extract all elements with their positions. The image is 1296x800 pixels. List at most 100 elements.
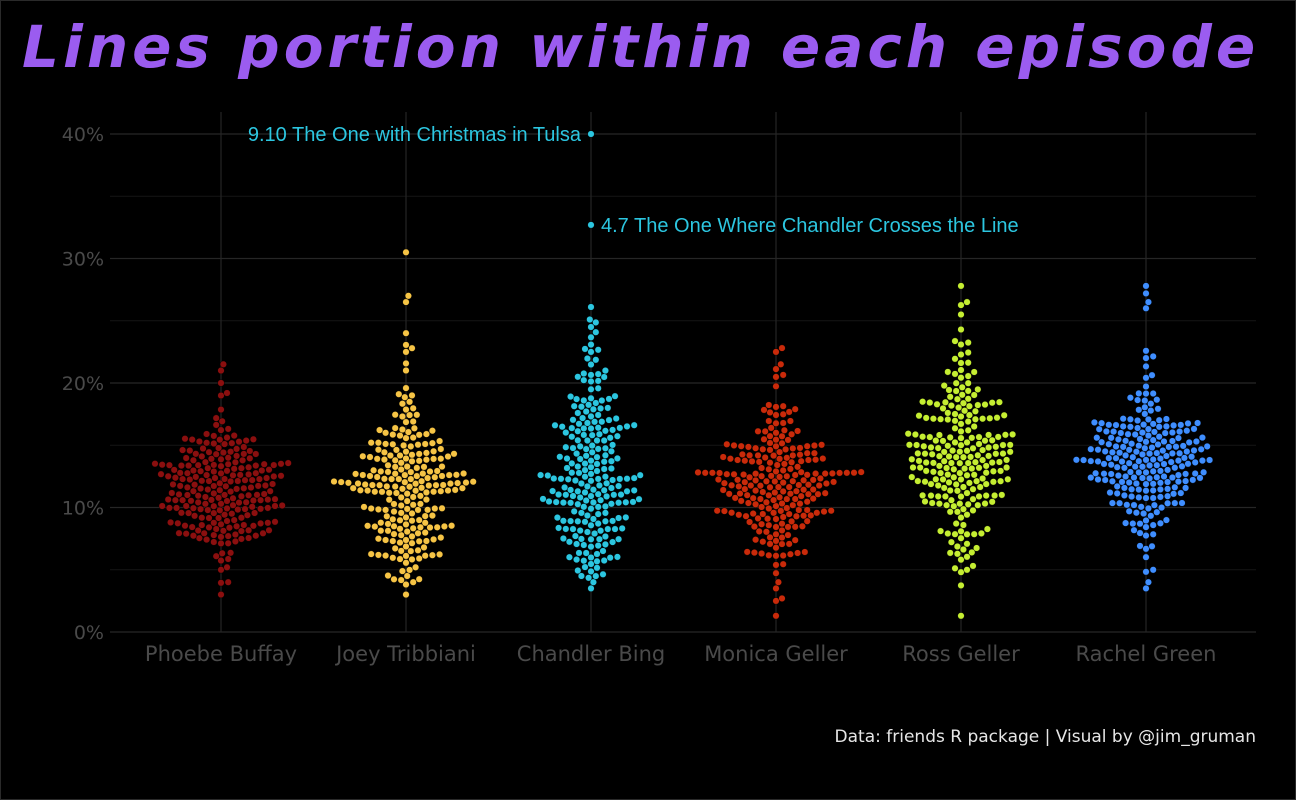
data-point bbox=[601, 540, 609, 548]
data-point bbox=[983, 525, 991, 533]
data-point bbox=[167, 518, 175, 526]
data-point bbox=[961, 407, 969, 415]
data-point bbox=[786, 417, 794, 425]
data-point bbox=[564, 475, 572, 483]
data-point bbox=[766, 483, 774, 491]
data-point bbox=[981, 437, 989, 445]
data-point bbox=[772, 523, 780, 531]
data-point bbox=[210, 461, 218, 469]
data-point bbox=[952, 520, 960, 528]
data-point bbox=[397, 547, 405, 555]
data-point bbox=[957, 301, 965, 309]
data-point bbox=[402, 434, 410, 442]
data-point bbox=[1168, 449, 1176, 457]
data-point bbox=[583, 437, 591, 445]
data-point bbox=[425, 482, 433, 490]
data-point bbox=[981, 401, 989, 409]
data-point bbox=[932, 437, 940, 445]
data-point bbox=[217, 520, 225, 528]
data-point bbox=[404, 428, 412, 436]
data-point bbox=[772, 561, 780, 569]
data-point bbox=[809, 486, 817, 494]
data-point bbox=[1156, 519, 1164, 527]
data-point bbox=[204, 464, 212, 472]
data-point bbox=[1176, 428, 1184, 436]
data-point bbox=[158, 502, 166, 510]
data-point bbox=[1112, 421, 1120, 429]
data-point bbox=[607, 484, 615, 492]
data-point bbox=[587, 470, 595, 478]
data-point bbox=[750, 523, 758, 531]
data-point bbox=[992, 450, 1000, 458]
data-point bbox=[830, 478, 838, 486]
data-point bbox=[403, 463, 411, 471]
data-point bbox=[594, 370, 602, 378]
data-point bbox=[402, 536, 410, 544]
annotations: 9.10 The One with Christmas in Tulsa 4.7 … bbox=[248, 124, 1019, 237]
data-point bbox=[397, 531, 405, 539]
data-point bbox=[719, 453, 727, 461]
data-point bbox=[822, 480, 830, 488]
data-point bbox=[1150, 501, 1158, 509]
data-point bbox=[418, 477, 426, 485]
data-point bbox=[269, 480, 277, 488]
data-point bbox=[785, 408, 793, 416]
data-point bbox=[183, 469, 191, 477]
data-point bbox=[792, 512, 800, 520]
data-point bbox=[1178, 499, 1186, 507]
data-point bbox=[1206, 456, 1214, 464]
data-point bbox=[765, 465, 773, 473]
data-point bbox=[922, 459, 930, 467]
data-point bbox=[738, 450, 746, 458]
data-point bbox=[277, 472, 285, 480]
data-point bbox=[559, 535, 567, 543]
data-point bbox=[194, 461, 202, 469]
data-point bbox=[559, 499, 567, 507]
data-point bbox=[630, 486, 638, 494]
data-point bbox=[237, 535, 245, 543]
data-point bbox=[252, 450, 260, 458]
data-point bbox=[191, 512, 199, 520]
data-point bbox=[402, 552, 410, 560]
data-point bbox=[970, 423, 978, 431]
data-point bbox=[604, 525, 612, 533]
data-point bbox=[965, 402, 973, 410]
data-point bbox=[257, 496, 265, 504]
data-point bbox=[789, 477, 797, 485]
data-point bbox=[777, 360, 785, 368]
data-point bbox=[772, 537, 780, 545]
data-point bbox=[957, 434, 965, 442]
data-point bbox=[430, 455, 438, 463]
data-point bbox=[1131, 463, 1139, 471]
data-point bbox=[594, 384, 602, 392]
data-point bbox=[408, 539, 416, 547]
data-point bbox=[574, 500, 582, 508]
data-point bbox=[953, 395, 961, 403]
data-point bbox=[1125, 507, 1133, 515]
data-point bbox=[224, 578, 232, 586]
data-point bbox=[622, 498, 630, 506]
data-point bbox=[975, 440, 983, 448]
data-point bbox=[392, 489, 400, 497]
data-point bbox=[957, 341, 965, 349]
data-point bbox=[772, 467, 780, 475]
data-point bbox=[278, 502, 286, 510]
data-point bbox=[415, 537, 423, 545]
data-point bbox=[963, 511, 971, 519]
data-point bbox=[265, 466, 273, 474]
data-point bbox=[188, 436, 196, 444]
data-point bbox=[601, 473, 609, 481]
data-point bbox=[971, 407, 979, 415]
data-point bbox=[330, 478, 338, 486]
data-point bbox=[426, 468, 434, 476]
data-point bbox=[422, 449, 430, 457]
data-point bbox=[812, 456, 820, 464]
data-point bbox=[210, 440, 218, 448]
data-point bbox=[754, 427, 762, 435]
data-point bbox=[370, 466, 378, 474]
data-point bbox=[248, 503, 256, 511]
data-point bbox=[947, 538, 955, 546]
data-point bbox=[904, 430, 912, 438]
data-point bbox=[1094, 446, 1102, 454]
data-point bbox=[623, 475, 631, 483]
